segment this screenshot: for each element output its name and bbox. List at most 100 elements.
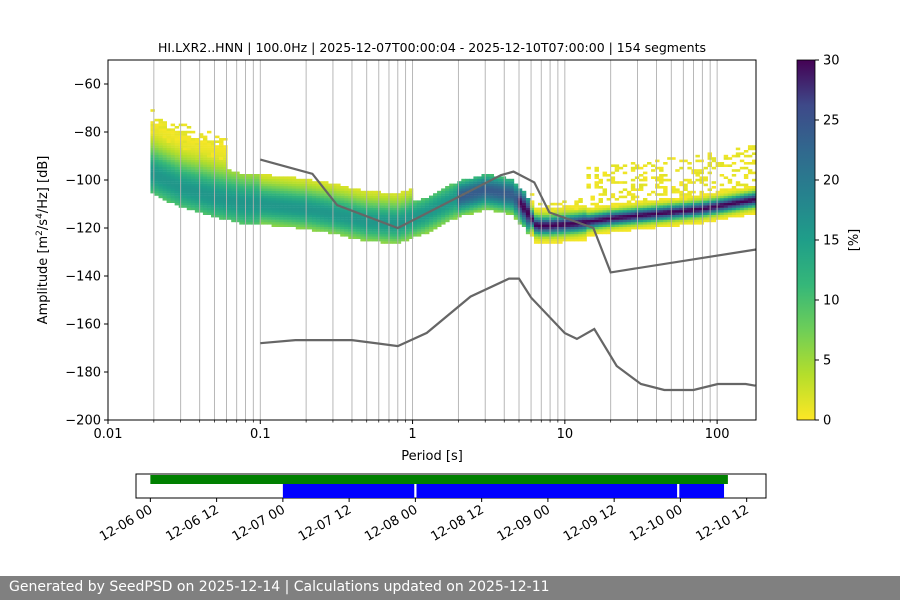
- heatmap-cell: [287, 193, 293, 196]
- heatmap-cell: [445, 186, 450, 189]
- heatmap-cell: [372, 222, 377, 225]
- heatmap-cell: [630, 186, 636, 189]
- heatmap-cell: [263, 181, 268, 184]
- heatmap-cell: [408, 202, 414, 206]
- heatmap-cell: [202, 210, 208, 213]
- heatmap-cell: [150, 128, 155, 131]
- heatmap-cell: [659, 212, 664, 215]
- heatmap-cell: [215, 154, 220, 158]
- heatmap-cell: [170, 154, 176, 158]
- heatmap-cell: [517, 205, 523, 208]
- heatmap-cell: [663, 193, 668, 196]
- heatmap-cell: [267, 181, 272, 184]
- heatmap-cell: [158, 130, 163, 134]
- heatmap-cell: [711, 217, 717, 220]
- heatmap-cell: [223, 157, 228, 160]
- heatmap-cell: [566, 236, 571, 239]
- heatmap-cell: [590, 214, 595, 218]
- heatmap-cell: [675, 169, 680, 172]
- heatmap-cell: [695, 212, 700, 215]
- heatmap-cell: [239, 183, 244, 187]
- heatmap-cell: [166, 183, 172, 187]
- heatmap-cell: [489, 195, 494, 199]
- heatmap-cell: [275, 205, 281, 208]
- heatmap-cell: [388, 200, 394, 203]
- heatmap-cell: [202, 159, 208, 163]
- heatmap-cell: [166, 178, 172, 182]
- heatmap-cell: [162, 123, 167, 127]
- heatmap-cell: [279, 222, 285, 225]
- heatmap-cell: [412, 224, 418, 227]
- heatmap-cell: [521, 212, 527, 215]
- heatmap-cell: [558, 219, 563, 223]
- heatmap-cell: [283, 210, 289, 213]
- heatmap-cell: [198, 195, 204, 199]
- heatmap-cell: [630, 214, 636, 218]
- heatmap-cell: [735, 152, 741, 155]
- heatmap-cell: [497, 186, 503, 189]
- heatmap-cell: [420, 224, 426, 227]
- heatmap-cell: [715, 205, 721, 208]
- heatmap-cell: [194, 183, 200, 187]
- heatmap-cell: [227, 178, 232, 182]
- heatmap-cell: [219, 207, 224, 211]
- heatmap-cell: [703, 198, 708, 201]
- heatmap-cell: [206, 169, 212, 172]
- heatmap-cell: [594, 219, 599, 223]
- heatmap-cell: [295, 195, 301, 199]
- heatmap-cell: [542, 217, 547, 220]
- heatmap-cell: [194, 178, 200, 182]
- heatmap-cell: [647, 222, 652, 225]
- heatmap-cell: [388, 212, 394, 215]
- heatmap-cell: [400, 217, 406, 220]
- heatmap-cell: [570, 214, 575, 218]
- heatmap-cell: [255, 214, 260, 218]
- heatmap-cell: [433, 195, 438, 199]
- heatmap-cell: [344, 188, 349, 191]
- heatmap-cell: [626, 217, 632, 220]
- heatmap-cell: [182, 171, 188, 175]
- heatmap-cell: [396, 219, 402, 223]
- heatmap-cell: [638, 210, 644, 213]
- heatmap-cell: [182, 154, 188, 158]
- heatmap-cell: [606, 224, 612, 227]
- heatmap-cell: [453, 186, 458, 189]
- heatmap-cell: [542, 229, 547, 232]
- heatmap-cell: [517, 222, 523, 225]
- heatmap-cell: [384, 224, 390, 227]
- heatmap-cell: [663, 210, 668, 213]
- heatmap-cell: [461, 210, 466, 213]
- heatmap-cell: [372, 238, 377, 242]
- heatmap-cell: [675, 219, 680, 223]
- heatmap-cell: [223, 152, 228, 155]
- heatmap-cell: [311, 181, 317, 184]
- heatmap-cell: [336, 210, 341, 213]
- heatmap-cell: [396, 229, 402, 232]
- heatmap-cell: [202, 154, 208, 158]
- heatmap-cell: [360, 202, 365, 206]
- heatmap-cell: [190, 171, 196, 175]
- heatmap-cell: [622, 188, 628, 191]
- heatmap-cell: [719, 164, 725, 167]
- heatmap-cell: [594, 183, 599, 187]
- heatmap-cell: [215, 181, 220, 184]
- heatmap-cell: [271, 205, 276, 208]
- heatmap-cell: [679, 190, 684, 194]
- x-tick-label: 0.01: [94, 427, 123, 442]
- heatmap-cell: [533, 231, 539, 235]
- heatmap-cell: [420, 210, 426, 213]
- heatmap-cell: [275, 178, 281, 182]
- heatmap-cell: [546, 217, 551, 220]
- heatmap-cell: [602, 229, 608, 232]
- heatmap-cell: [570, 226, 575, 230]
- heatmap-cell: [291, 200, 297, 203]
- heatmap-cell: [150, 138, 155, 141]
- colorbar-tick-label: 10: [823, 294, 840, 309]
- heatmap-cell: [150, 130, 155, 134]
- heatmap-cell: [509, 205, 515, 208]
- heatmap-cell: [747, 212, 753, 215]
- heatmap-cell: [485, 186, 490, 189]
- heatmap-cell: [497, 183, 503, 187]
- heatmap-cell: [344, 198, 349, 201]
- heatmap-cell: [703, 214, 708, 218]
